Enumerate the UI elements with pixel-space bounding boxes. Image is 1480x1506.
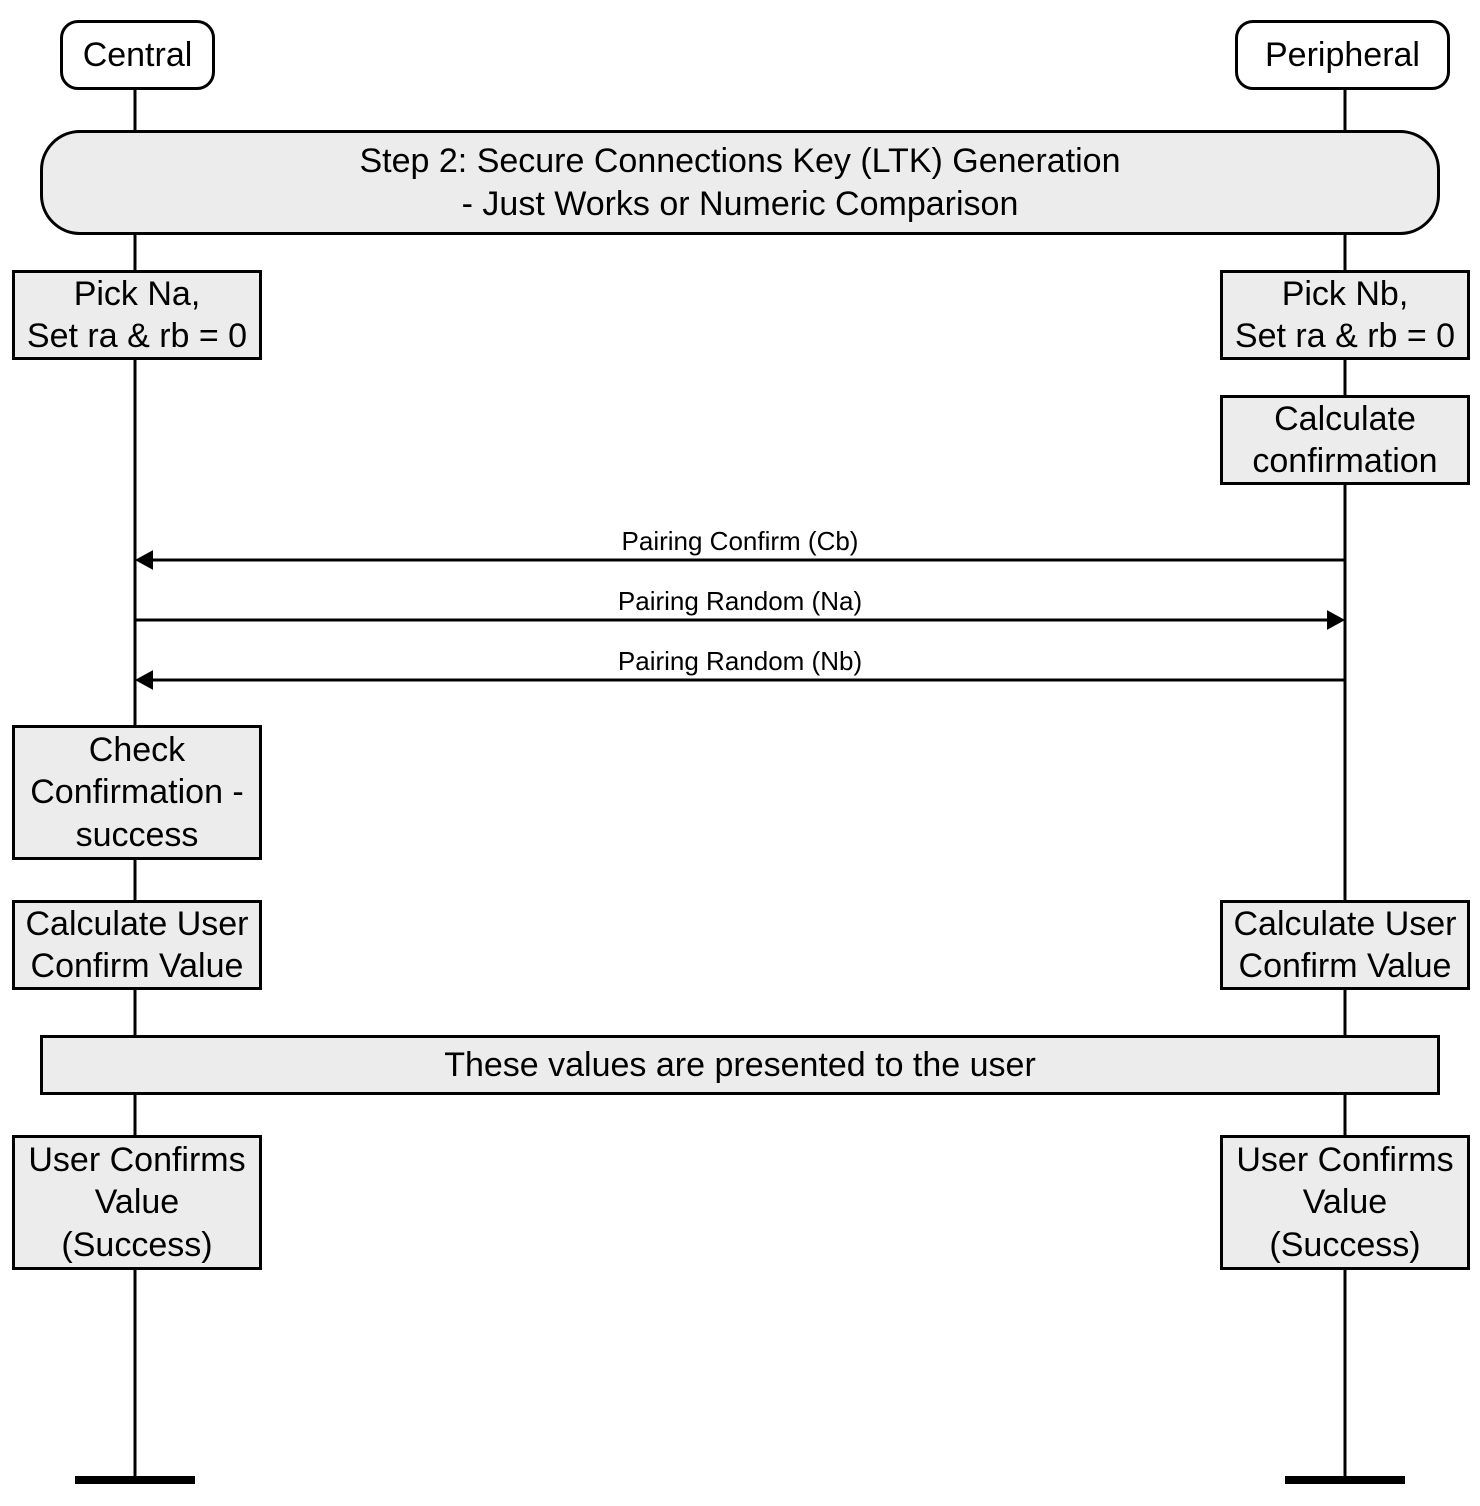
activity-central-calc-user-l2: Confirm Value xyxy=(26,945,249,988)
activity-central-check-confirmation: Check Confirmation - success xyxy=(12,725,262,860)
activity-central-check-l1: Check xyxy=(30,729,244,772)
activity-peripheral-calc-conf-l2: confirmation xyxy=(1252,440,1437,483)
activity-peripheral-calc-user-confirm: Calculate User Confirm Value xyxy=(1220,900,1470,990)
activity-central-check-l3: success xyxy=(30,814,244,857)
activity-central-user-confirms-l1: User Confirms xyxy=(28,1139,245,1182)
step-header: Step 2: Secure Connections Key (LTK) Gen… xyxy=(40,130,1440,235)
activity-peripheral-calc-user-l2: Confirm Value xyxy=(1234,945,1457,988)
sequence-diagram-canvas: Central Peripheral Step 2: Secure Connec… xyxy=(0,0,1480,1506)
actor-central-label: Central xyxy=(83,34,193,77)
activity-central-pick-l2: Set ra & rb = 0 xyxy=(27,315,247,358)
activity-peripheral-calc-confirmation: Calculate confirmation xyxy=(1220,395,1470,485)
activity-peripheral-pick-l1: Pick Nb, xyxy=(1235,273,1455,316)
step-header-line1: Step 2: Secure Connections Key (LTK) Gen… xyxy=(360,140,1121,183)
activity-central-calc-user-confirm: Calculate User Confirm Value xyxy=(12,900,262,990)
activity-peripheral-user-confirms: User Confirms Value (Success) xyxy=(1220,1135,1470,1270)
activity-central-check-l2: Confirmation - xyxy=(30,771,244,814)
activity-peripheral-pick-l2: Set ra & rb = 0 xyxy=(1235,315,1455,358)
step-header-line2: - Just Works or Numeric Comparison xyxy=(360,183,1121,226)
actor-peripheral-label: Peripheral xyxy=(1265,34,1420,77)
message-pairing-random-nb: Pairing Random (Nb) xyxy=(490,646,990,677)
activity-central-pick-l1: Pick Na, xyxy=(27,273,247,316)
activity-values-presented: These values are presented to the user xyxy=(40,1035,1440,1095)
message-pairing-random-na: Pairing Random (Na) xyxy=(490,586,990,617)
activity-peripheral-calc-conf-l1: Calculate xyxy=(1252,398,1437,441)
activity-peripheral-user-confirms-l2: Value xyxy=(1236,1181,1453,1224)
activity-peripheral-user-confirms-l3: (Success) xyxy=(1236,1224,1453,1267)
actor-peripheral: Peripheral xyxy=(1235,20,1450,90)
message-pairing-confirm-cb: Pairing Confirm (Cb) xyxy=(490,526,990,557)
activity-central-user-confirms-l3: (Success) xyxy=(28,1224,245,1267)
activity-values-presented-text: These values are presented to the user xyxy=(444,1044,1036,1087)
activity-central-user-confirms-l2: Value xyxy=(28,1181,245,1224)
activity-central-pick: Pick Na, Set ra & rb = 0 xyxy=(12,270,262,360)
activity-peripheral-calc-user-l1: Calculate User xyxy=(1234,903,1457,946)
activity-central-calc-user-l1: Calculate User xyxy=(26,903,249,946)
activity-peripheral-pick: Pick Nb, Set ra & rb = 0 xyxy=(1220,270,1470,360)
activity-central-user-confirms: User Confirms Value (Success) xyxy=(12,1135,262,1270)
actor-central: Central xyxy=(60,20,215,90)
activity-peripheral-user-confirms-l1: User Confirms xyxy=(1236,1139,1453,1182)
